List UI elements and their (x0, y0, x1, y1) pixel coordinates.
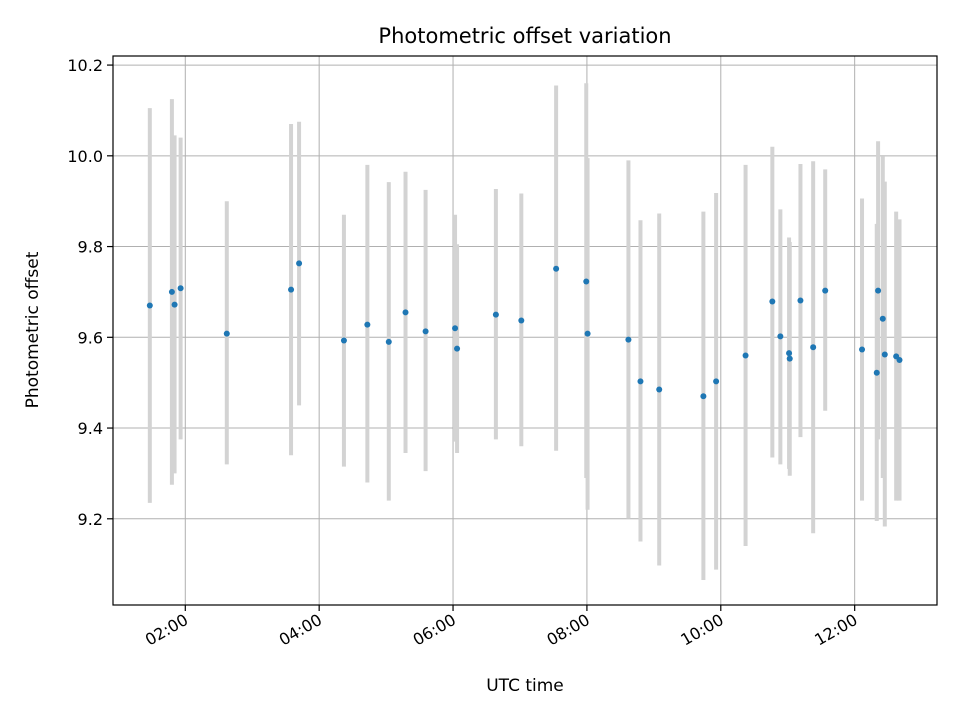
data-point (583, 278, 590, 285)
data-point (810, 344, 817, 351)
data-point (340, 337, 347, 344)
data-point (223, 330, 230, 337)
x-axis-label: UTC time (486, 676, 564, 696)
data-point (879, 315, 886, 322)
data-point (859, 346, 866, 353)
data-point (296, 260, 303, 267)
data-point (177, 285, 184, 292)
data-point (786, 355, 793, 362)
data-point (171, 301, 178, 308)
data-point (822, 287, 829, 294)
data-point (454, 345, 461, 352)
data-point (584, 330, 591, 337)
data-point (786, 350, 793, 357)
data-point (873, 369, 880, 376)
data-point (492, 311, 499, 318)
data-point (385, 338, 392, 345)
data-point (553, 265, 560, 272)
data-point (402, 309, 409, 316)
y-axis-label: Photometric offset (23, 251, 43, 408)
data-point (656, 386, 663, 393)
data-point (881, 351, 888, 358)
data-point (168, 288, 175, 295)
y-tick-label: 9.2 (78, 510, 103, 529)
y-tick-label: 9.6 (78, 328, 103, 347)
data-point (422, 328, 429, 335)
data-point (875, 287, 882, 294)
data-point (700, 393, 707, 400)
y-tick-label: 9.4 (78, 419, 103, 438)
data-points (146, 260, 903, 400)
data-point (713, 378, 720, 385)
plot-frame (112, 55, 938, 606)
data-point (777, 333, 784, 340)
data-point (364, 321, 371, 328)
data-point (518, 317, 525, 324)
data-point (288, 286, 295, 293)
y-tick-label: 10.0 (67, 147, 103, 166)
data-point (637, 378, 644, 385)
data-point (146, 302, 153, 309)
y-tick-label: 10.2 (67, 56, 103, 75)
data-point (896, 356, 903, 363)
data-point (769, 298, 776, 305)
data-point (797, 297, 804, 304)
y-tick-label: 9.8 (78, 238, 103, 257)
data-point (625, 336, 632, 343)
chart-title: Photometric offset variation (378, 24, 671, 48)
data-point (742, 352, 749, 359)
data-point (452, 325, 459, 332)
